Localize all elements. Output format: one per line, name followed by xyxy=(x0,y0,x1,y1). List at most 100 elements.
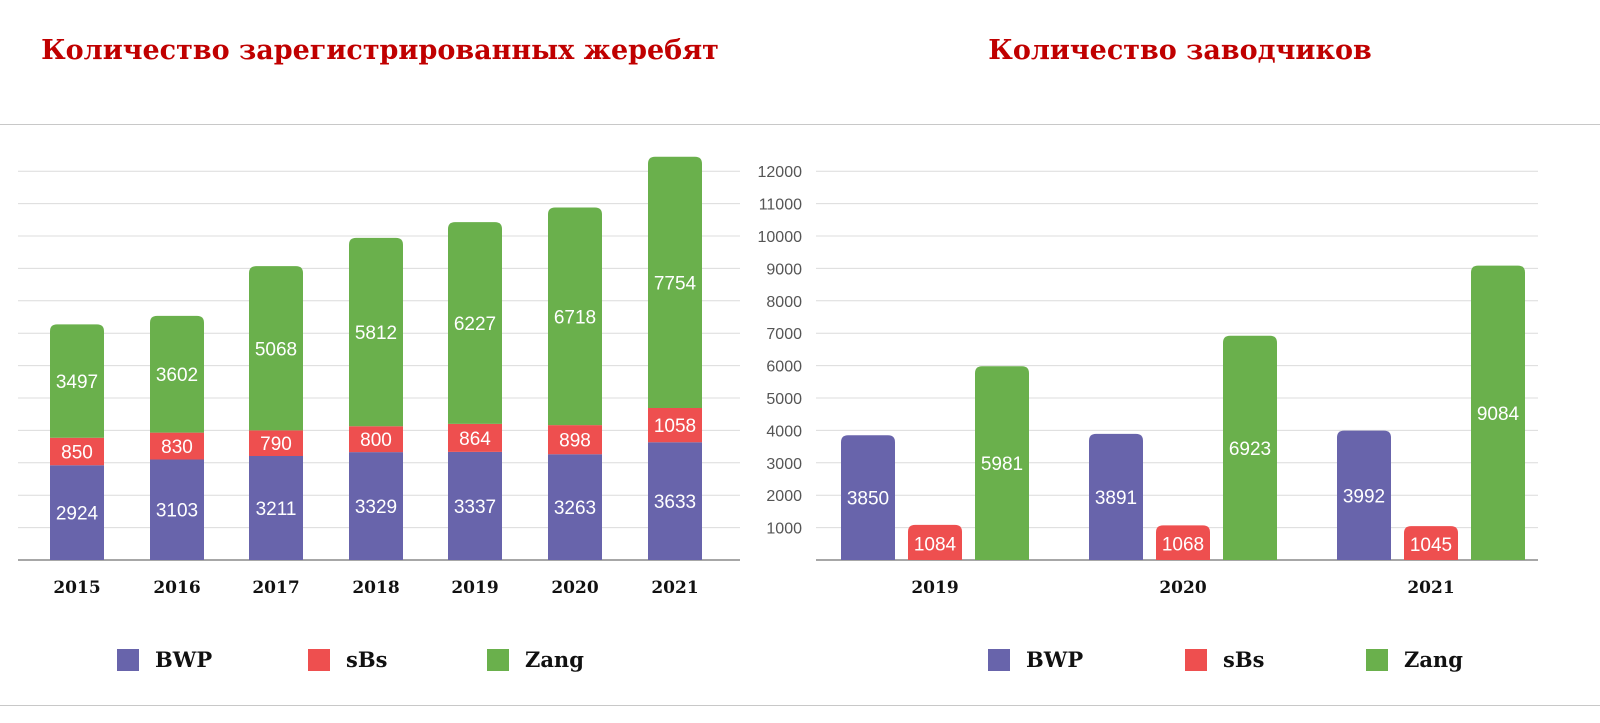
bar-value-label: 3337 xyxy=(454,497,496,518)
breeders-legend: BWP sBs Zang xyxy=(988,646,1488,676)
bar-value-label: 5068 xyxy=(255,339,297,360)
y-tick-label: 8000 xyxy=(766,294,802,311)
y-tick-label: 6000 xyxy=(766,359,802,376)
bar-value-label: 3211 xyxy=(256,499,297,520)
bar-value-label: 6718 xyxy=(554,307,596,328)
bar-zang xyxy=(975,366,1029,560)
y-tick-label: 10000 xyxy=(758,229,803,246)
y-tick-label: 5000 xyxy=(766,391,802,408)
legend-swatch-bwp xyxy=(988,649,1010,671)
bar-value-label: 3329 xyxy=(355,497,397,518)
bar-segment-sbs xyxy=(249,430,303,456)
bar-segment-zang xyxy=(349,237,403,427)
bar-value-label: 3497 xyxy=(56,372,98,393)
bar-segment-bwp xyxy=(349,452,403,560)
bar-value-label: 790 xyxy=(260,434,292,455)
x-tick-label: 2015 xyxy=(53,578,100,598)
bar-sbs xyxy=(908,524,962,560)
bar-value-label: 6923 xyxy=(1229,439,1271,460)
y-tick-label: 1000 xyxy=(766,521,802,538)
bar-value-label: 6227 xyxy=(454,314,496,335)
x-tick-label: 2017 xyxy=(252,578,299,598)
bar-zang xyxy=(1471,265,1525,560)
x-tick-label: 2018 xyxy=(352,578,399,598)
bar-segment-bwp xyxy=(548,454,602,560)
y-tick-label: 11000 xyxy=(759,197,802,214)
bar-sbs xyxy=(1404,526,1458,560)
bar-segment-sbs xyxy=(150,432,204,460)
bar-value-label: 7754 xyxy=(654,273,697,294)
x-tick-label: 2019 xyxy=(451,578,498,598)
legend-swatch-zang xyxy=(487,649,509,671)
legend-label-bwp: BWP xyxy=(155,647,213,672)
bar-value-label: 1084 xyxy=(914,534,957,555)
bar-segment-zang xyxy=(50,324,104,438)
bar-value-label: 2924 xyxy=(56,504,99,525)
legend-label-zang: Zang xyxy=(1404,647,1463,672)
bar-value-label: 898 xyxy=(559,431,591,452)
chart-title-breeders: Количество заводчиков xyxy=(988,35,1372,66)
bar-value-label: 800 xyxy=(360,430,392,451)
bar-value-label: 5981 xyxy=(981,454,1023,475)
y-tick-label: 12000 xyxy=(758,164,803,181)
bar-segment-zang xyxy=(548,207,602,426)
y-tick-label: 9000 xyxy=(766,261,802,278)
x-tick-label: 2020 xyxy=(551,578,598,598)
bar-value-label: 3103 xyxy=(156,501,198,522)
legend-swatch-zang xyxy=(1366,649,1388,671)
breeders-grouped-bar-chart: 1000 2000 3000 4000 5000 6000 7000 8000 9000 1000… xyxy=(758,164,1538,598)
bar-value-label: 1068 xyxy=(1162,535,1204,556)
y-tick-label: 7000 xyxy=(766,326,802,343)
x-tick-label: 2021 xyxy=(651,578,698,598)
x-tick-label: 2021 xyxy=(1407,578,1454,598)
bar-segment-sbs xyxy=(548,425,602,455)
bar-bwp xyxy=(1089,433,1143,560)
bar-value-label: 3891 xyxy=(1095,488,1137,509)
bar-value-label: 864 xyxy=(459,429,491,450)
bar-sbs xyxy=(1156,525,1210,560)
bar-value-label: 3992 xyxy=(1343,486,1385,507)
chart-title-foals: Количество зарегистрированных жеребят xyxy=(41,35,719,66)
bar-segment-sbs xyxy=(50,437,104,466)
bar-value-label: 9084 xyxy=(1477,404,1520,425)
bar-value-label: 3263 xyxy=(554,498,596,519)
bar-segment-bwp xyxy=(249,455,303,560)
bar-segment-bwp xyxy=(150,459,204,560)
legend-swatch-sbs xyxy=(1185,649,1207,671)
legend-label-bwp: BWP xyxy=(1026,647,1084,672)
bar-value-label: 1045 xyxy=(1410,535,1452,556)
legend-label-sbs: sBs xyxy=(346,647,388,672)
bar-value-label: 3850 xyxy=(847,489,889,510)
bar-value-label: 850 xyxy=(61,442,93,463)
foals-legend: BWP sBs Zang xyxy=(117,646,617,676)
legend-swatch-sbs xyxy=(308,649,330,671)
bar-value-label: 1058 xyxy=(654,416,696,437)
y-tick-label: 2000 xyxy=(766,488,802,505)
bar-segment-sbs xyxy=(648,408,702,443)
bar-segment-bwp xyxy=(648,442,702,560)
legend-label-sbs: sBs xyxy=(1223,647,1265,672)
bar-value-label: 830 xyxy=(161,437,193,458)
bar-bwp xyxy=(841,435,895,560)
header-divider xyxy=(0,124,1600,125)
foals-stacked-bar-chart: 2924 850 3497 2015 3103 830 3602 2016 3211 790 506… xyxy=(18,156,740,598)
bar-segment-zang xyxy=(448,222,502,424)
legend-label-zang: Zang xyxy=(525,647,584,672)
x-tick-label: 2016 xyxy=(153,578,200,598)
bar-bwp xyxy=(1337,430,1391,560)
x-tick-label: 2019 xyxy=(911,578,958,598)
footer-divider xyxy=(0,705,1600,706)
x-tick-label: 2020 xyxy=(1159,578,1206,598)
bar-segment-zang xyxy=(150,315,204,433)
bar-segment-sbs xyxy=(448,423,502,452)
bar-value-label: 5812 xyxy=(355,323,397,344)
bar-segment-bwp xyxy=(448,451,502,560)
y-tick-label: 3000 xyxy=(766,456,802,473)
y-tick-label: 4000 xyxy=(766,423,802,440)
bar-value-label: 3633 xyxy=(654,492,696,513)
bar-value-label: 3602 xyxy=(156,365,198,386)
bar-segment-bwp xyxy=(50,465,104,560)
legend-swatch-bwp xyxy=(117,649,139,671)
bar-segment-zang xyxy=(648,156,702,409)
